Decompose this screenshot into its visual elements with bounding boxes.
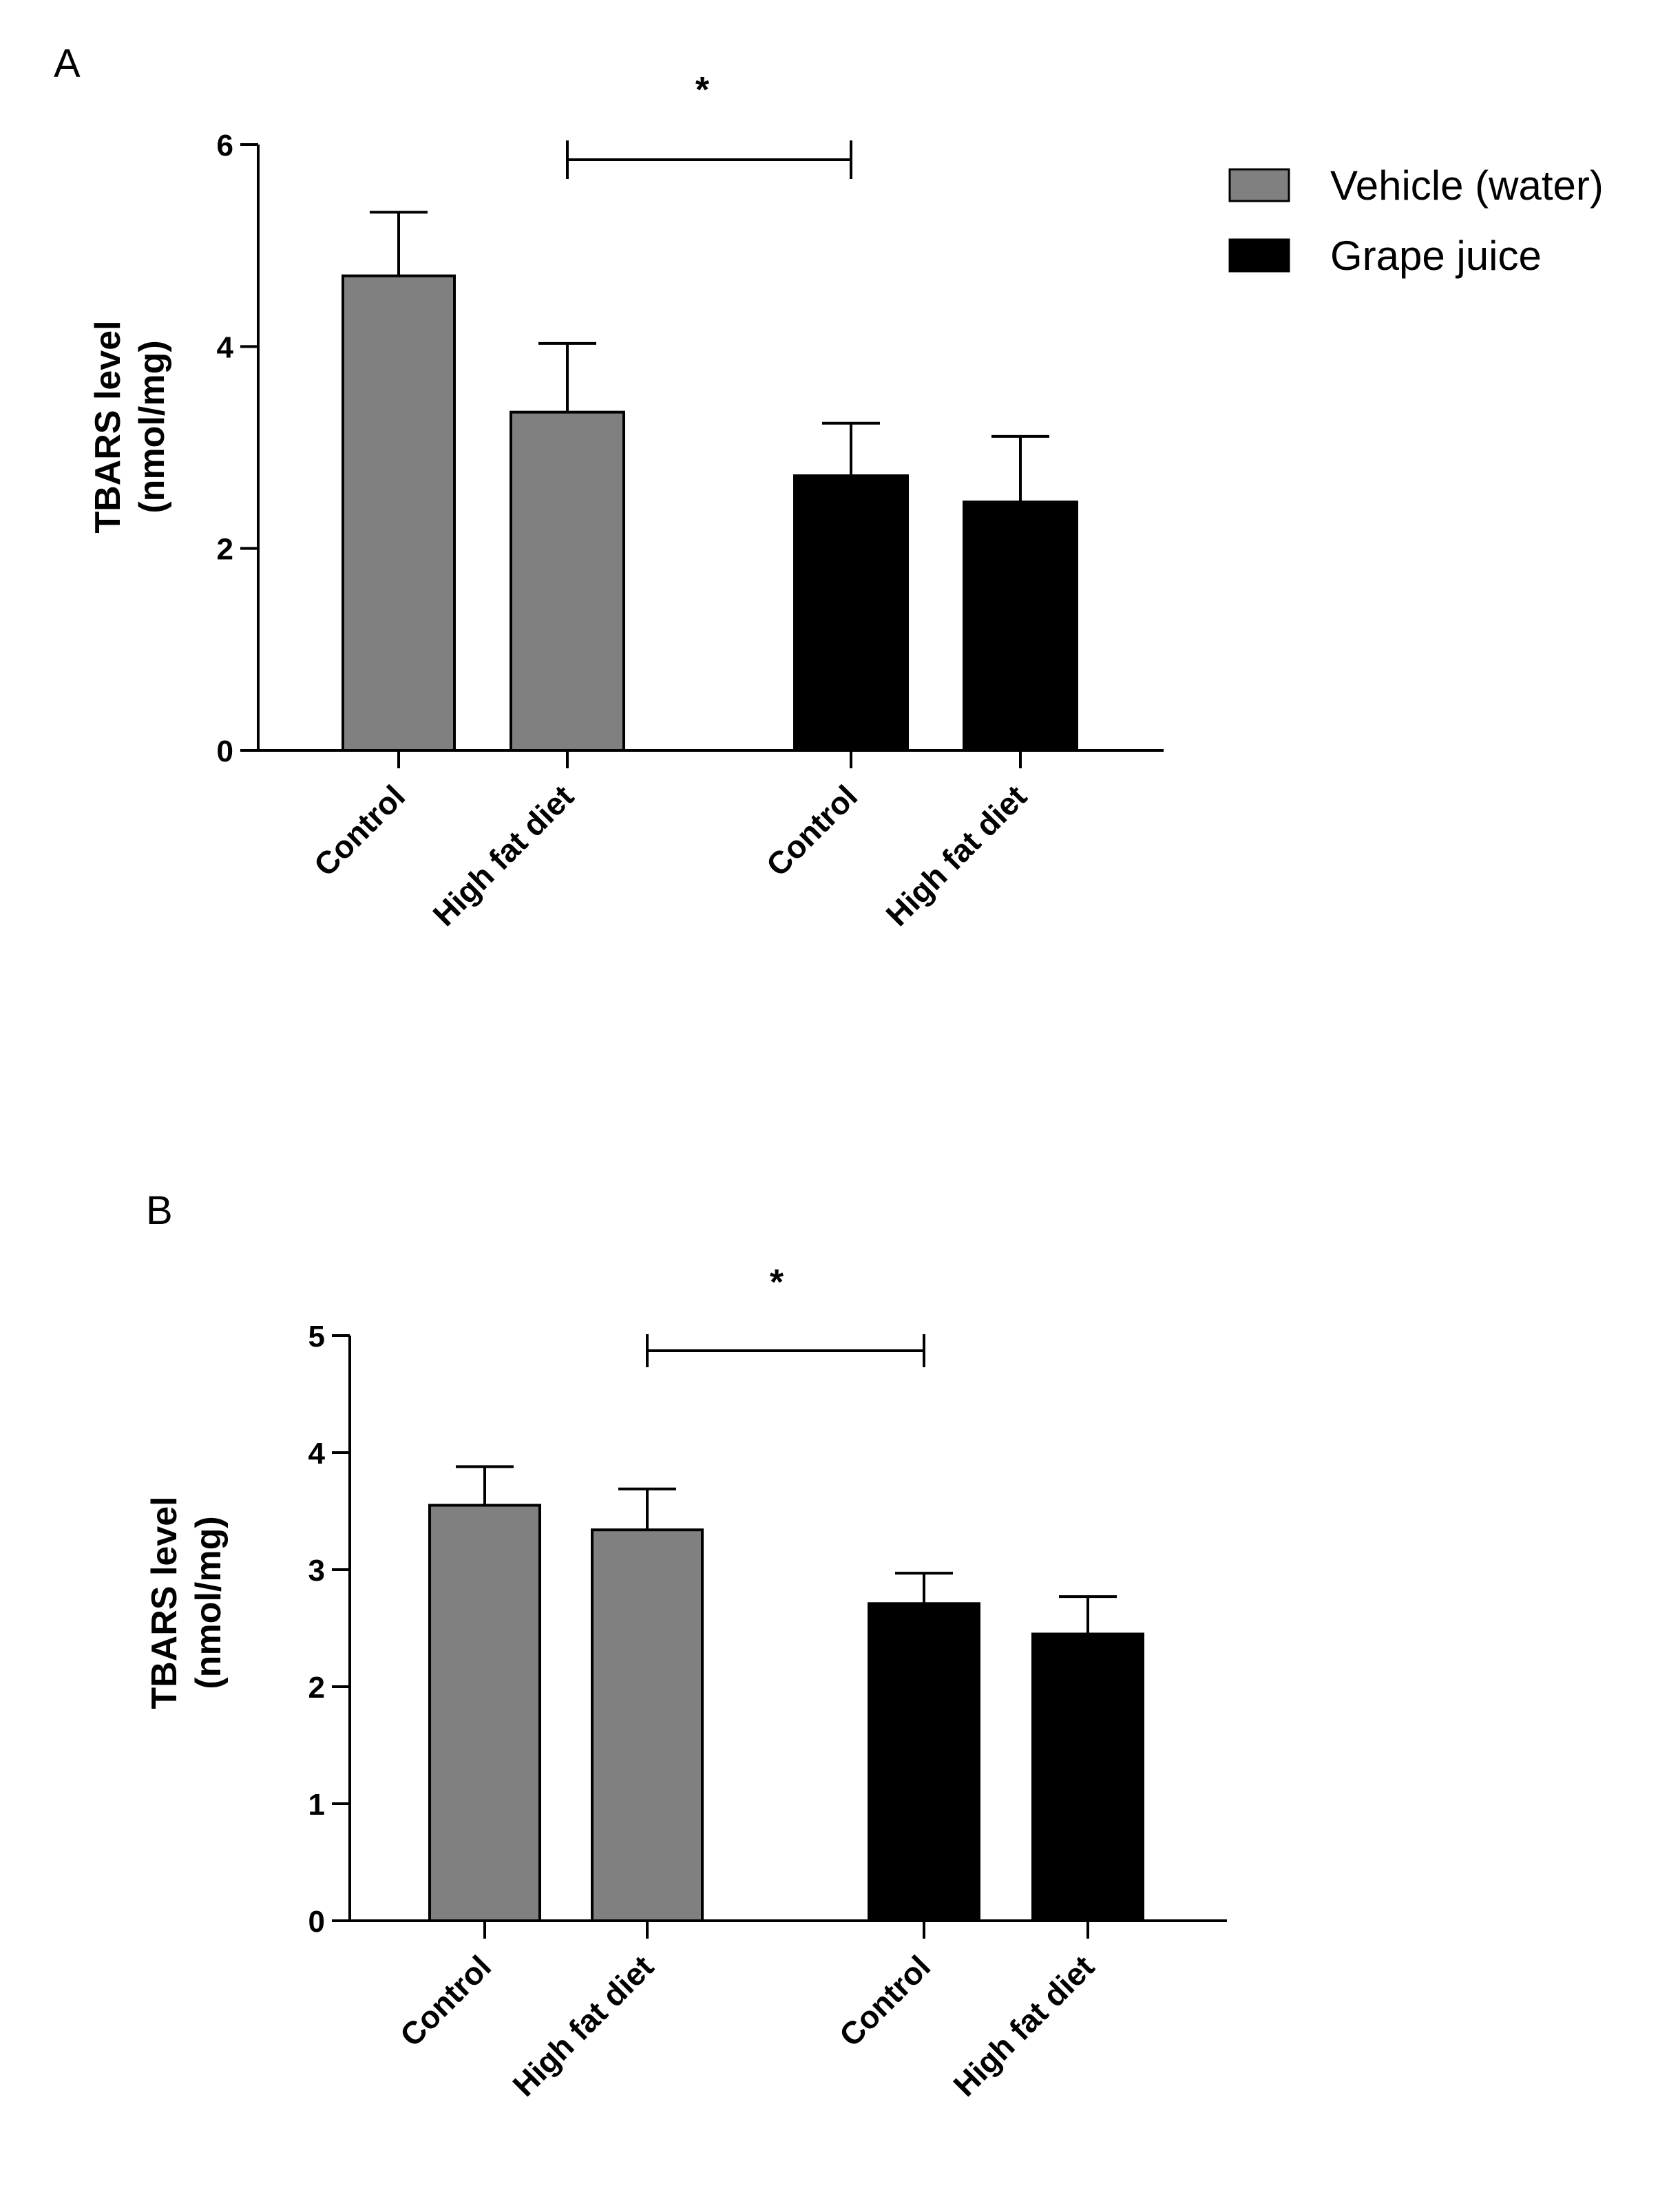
panel-a-bar [342, 274, 456, 752]
legend: Vehicle (water) Grape juice [1228, 162, 1604, 279]
panel-b-category-label: High fat diet [946, 1948, 1101, 2103]
panel-a-label: A [54, 41, 81, 86]
legend-swatch-grape-juice [1228, 238, 1290, 273]
legend-label-vehicle: Vehicle (water) [1330, 162, 1604, 209]
panel-b-category-label: Control [393, 1948, 498, 2053]
panel-a-category-label: Control [759, 778, 864, 883]
panel-a-y-axis-title-line1: TBARS level [88, 320, 128, 533]
panel-b-y-tick-label: 0 [308, 1905, 325, 1939]
panel-a-bar [963, 500, 1078, 752]
panel-a-y-tick-label: 4 [217, 330, 234, 364]
panel-a-bar [793, 474, 909, 752]
panel-b-significance-star: * [770, 1263, 784, 1303]
panel-b-y-tick-label: 5 [308, 1320, 325, 1353]
panel-a-y-tick-label: 2 [217, 533, 233, 567]
panel-b-y-tick-label: 4 [308, 1437, 326, 1471]
panel-a-y-tick-label: 0 [217, 735, 233, 768]
panel-b-label: B [146, 1188, 173, 1233]
panel-b-y-tick-label: 2 [308, 1671, 325, 1705]
panel-b-y-tick-label: 1 [308, 1788, 325, 1822]
panel-b-category-label: High fat diet [505, 1948, 660, 2103]
panel-b-bar [1031, 1632, 1144, 1922]
legend-swatch-vehicle [1228, 168, 1290, 202]
panel-b-y-tick-label: 3 [308, 1554, 325, 1588]
panel-a-category-label: High fat diet [879, 778, 1033, 933]
panel-b-bar [428, 1504, 541, 1922]
legend-label-grape-juice: Grape juice [1330, 233, 1542, 279]
panel-b-bar [868, 1602, 980, 1923]
panel-a-category-label: Control [307, 778, 412, 883]
panel-a-bar [510, 410, 625, 752]
panel-b-y-axis-title-line1: TBARS level [145, 1496, 185, 1709]
panel-b-category-label: Control [832, 1948, 937, 2053]
panel-a-y-tick-label: 6 [217, 129, 233, 162]
panel-b-y-axis-title-line2: (nmol/mg) [189, 1516, 229, 1689]
panel-b-bar [591, 1528, 704, 1922]
panel-a-category-label: High fat diet [426, 778, 580, 933]
panel-a-significance-star: * [695, 70, 710, 110]
panel-a-y-axis-title-line2: (nmol/mg) [132, 340, 172, 513]
